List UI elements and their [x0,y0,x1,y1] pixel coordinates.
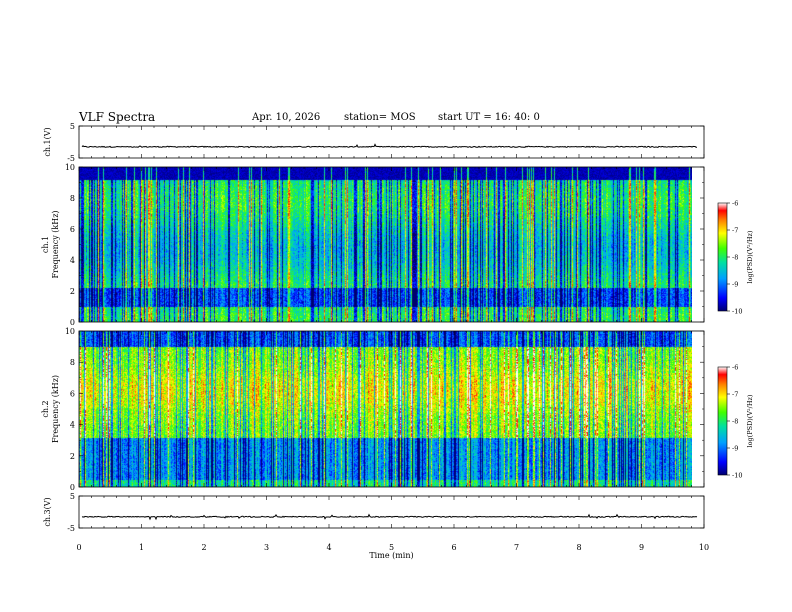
y-tick-label: -5 [67,524,75,533]
y-tick-label: 8 [70,194,75,203]
colorbar-label: log(PSD)(V²/Hz) [746,230,754,283]
y-tick-label: 10 [65,163,75,172]
ch1-waveform-ylabel: ch.1(V) [43,127,52,156]
ch1-spectrogram-ylabel-line2: Frequency (kHz) [51,210,60,278]
colorbar-tick-label: -8 [732,418,738,426]
date-label: Apr. 10, 2026 [252,112,321,123]
ch2-spectrogram-ylabel-line1: ch.2 [41,400,50,417]
y-tick-label: 5 [70,122,75,131]
colorbar-tick-label: -7 [732,227,738,235]
station-label: station= MOS [344,112,416,123]
colorbar-label: log(PSD)(V²/Hz) [746,394,754,447]
ch3-waveform-trace [81,513,698,521]
y-tick-label: 6 [70,389,75,398]
x-tick-label: 8 [576,543,581,552]
x-axis-label: Time (min) [369,551,413,560]
y-tick-label: 0 [70,318,75,327]
y-tick-label: 2 [70,452,75,461]
start-time-label: start UT = 16: 40: 0 [438,112,540,123]
x-tick-label: 2 [201,543,206,552]
y-tick-label: 4 [70,421,75,430]
x-tick-label: 5 [389,543,394,552]
colorbar-tick-label: -6 [732,200,738,208]
colorbar-tick-label: -8 [732,254,738,262]
x-tick-label: 9 [639,543,644,552]
x-tick-label: 3 [264,543,269,552]
x-tick-label: 10 [699,543,709,552]
ch2-spectrogram-colorbar [717,366,728,476]
y-tick-label: 10 [65,327,75,336]
y-tick-label: 0 [70,483,75,492]
figure-title: VLF Spectra [79,110,156,124]
colorbar-tick-label: -10 [732,308,742,316]
x-tick-label: 4 [326,543,331,552]
y-tick-label: 2 [70,287,75,296]
colorbar-tick-label: -7 [732,391,738,399]
y-tick-label: 5 [70,492,75,501]
x-tick-label: 1 [139,543,144,552]
ch1-spectrogram-image [79,167,692,322]
colorbar-tick-label: -10 [732,472,742,480]
y-tick-label: 8 [70,358,75,367]
ch1-spectrogram-ylabel-line1: ch.1 [41,236,50,253]
ch1-spectrogram-colorbar [717,202,728,312]
ch2-spectrogram-image [79,331,692,487]
x-tick-label: 6 [451,543,456,552]
x-tick-label: 0 [76,543,81,552]
ch2-spectrogram-ylabel-line2: Frequency (kHz) [51,375,60,443]
colorbar-tick-label: -6 [732,364,738,372]
ch1-waveform-trace [81,143,697,149]
colorbar-tick-label: -9 [732,281,738,289]
y-tick-label: 6 [70,225,75,234]
ch3-waveform-frame [78,495,705,529]
ch1-waveform-frame [78,125,705,159]
colorbar-tick-label: -9 [732,445,738,453]
x-tick-label: 7 [514,543,519,552]
ch3-waveform-ylabel: ch.3(V) [43,497,52,526]
y-tick-label: 4 [70,256,75,265]
y-tick-label: -5 [67,154,75,163]
